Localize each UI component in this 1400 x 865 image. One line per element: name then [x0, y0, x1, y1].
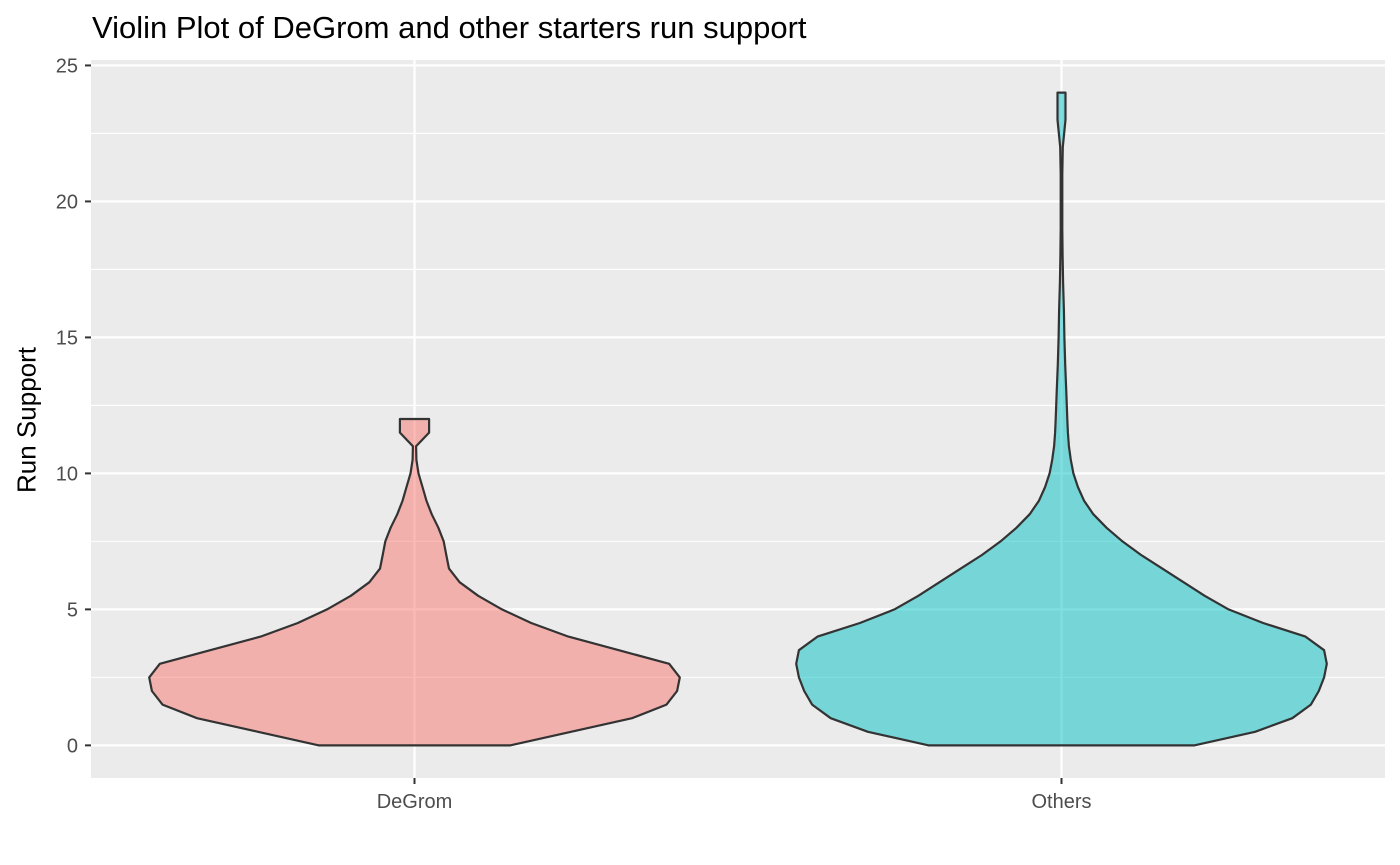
- x-axis-ticks: DeGrom Others: [377, 778, 1092, 813]
- violin-others: [795, 91, 1328, 747]
- chart-title: Violin Plot of DeGrom and other starters…: [92, 10, 807, 45]
- y-tick-label: 10: [56, 463, 78, 485]
- violin-degrom: [148, 417, 681, 747]
- y-tick-label: 0: [67, 735, 78, 757]
- y-tick-label: 20: [56, 191, 78, 213]
- y-tick-label: 15: [56, 327, 78, 349]
- x-tick-label: DeGrom: [377, 791, 453, 813]
- y-tick-label: 5: [67, 599, 78, 621]
- y-tick-label: 25: [56, 55, 78, 77]
- y-axis-ticks: 0 5 10 15 20 25: [56, 55, 91, 757]
- x-tick-label: Others: [1031, 791, 1091, 813]
- violins: [148, 91, 1328, 747]
